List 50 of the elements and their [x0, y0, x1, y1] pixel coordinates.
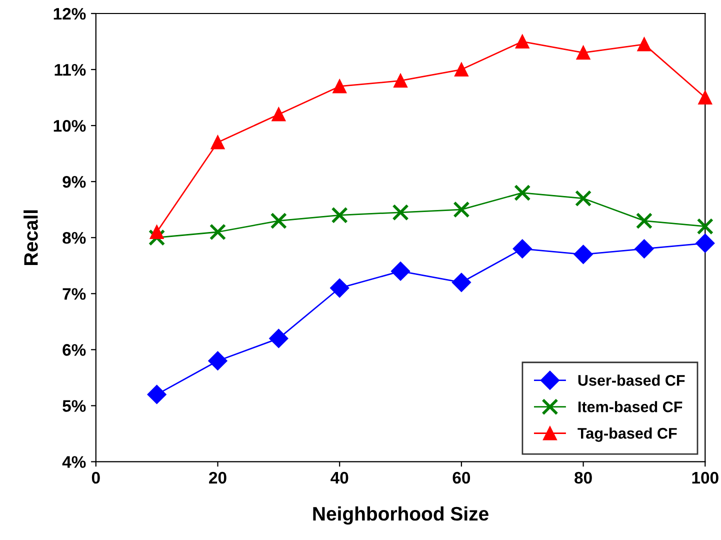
point	[634, 239, 654, 258]
point	[576, 46, 590, 60]
x-tick-label: 20	[209, 472, 226, 484]
point	[637, 37, 652, 52]
y-tick-label: 4%	[62, 456, 86, 468]
point	[390, 262, 410, 281]
legend-label: Tag-based CF	[578, 428, 677, 442]
point	[574, 244, 593, 264]
y-tick-label: 7%	[62, 288, 86, 300]
point	[454, 62, 468, 76]
point	[514, 184, 531, 202]
point	[452, 272, 471, 292]
x-tick-label: 100	[692, 472, 718, 484]
point	[515, 34, 530, 48]
point	[392, 204, 409, 221]
point	[696, 218, 714, 235]
point	[394, 74, 408, 88]
point	[148, 229, 166, 246]
y-tick-label: 6%	[62, 344, 86, 356]
legend-label: User-based CF	[578, 374, 685, 386]
x-tick-label: 40	[330, 472, 348, 484]
point	[209, 224, 226, 240]
point	[512, 239, 532, 258]
y-axis-title: Recall	[24, 210, 38, 265]
y-tick-label: 11%	[54, 64, 86, 76]
point	[208, 351, 228, 370]
point	[698, 90, 712, 104]
point	[696, 234, 715, 253]
point	[150, 225, 164, 239]
point	[331, 206, 348, 224]
point	[636, 212, 653, 230]
legend-label: Item-based CF	[578, 401, 682, 412]
y-tick-label: 12%	[54, 8, 86, 20]
x-axis-title: Neighborhood Size	[313, 506, 488, 525]
y-tick-label: 9%	[62, 176, 86, 188]
point	[453, 201, 470, 218]
x-tick-label: 80	[574, 472, 592, 484]
point	[270, 212, 287, 230]
point	[574, 190, 592, 207]
point	[269, 328, 288, 348]
point	[332, 79, 347, 94]
y-tick-label: 8%	[62, 232, 86, 244]
x-tick-label: 0	[92, 472, 100, 484]
point	[272, 107, 286, 122]
y-tick-label: 10%	[54, 120, 86, 132]
x-tick-label: 60	[452, 472, 470, 484]
point	[210, 135, 225, 150]
point	[330, 278, 350, 298]
y-tick-label: 5%	[62, 400, 86, 412]
point	[147, 384, 166, 404]
